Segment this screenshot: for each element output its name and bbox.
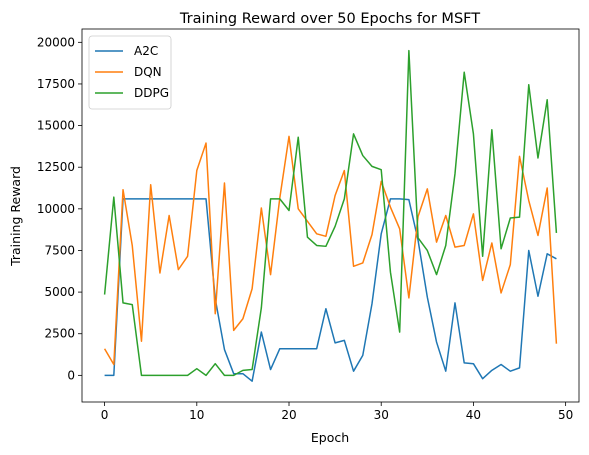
y-tick-label: 17500 [37, 77, 75, 91]
legend: A2C DQN DDPG [88, 35, 172, 110]
x-axis-label: Epoch [311, 430, 349, 445]
y-tick-label: 5000 [44, 285, 75, 299]
plot-lines [103, 49, 558, 382]
x-tick-label: 20 [281, 408, 296, 422]
x-tick-label: 50 [558, 408, 573, 422]
y-tick-label: 2500 [44, 327, 75, 341]
legend-label-ddpg: DDPG [134, 86, 169, 100]
y-axis: 0 2500 5000 7500 10000 12500 15000 17500 20000 [37, 35, 82, 382]
series-line-a2c [104, 198, 557, 382]
y-tick-label: 10000 [37, 202, 75, 216]
y-tick-label: 12500 [37, 160, 75, 174]
x-tick-label: 0 [101, 408, 109, 422]
legend-label-a2c: A2C [134, 44, 158, 58]
series-line-ddpg [103, 49, 558, 377]
y-tick-label: 15000 [37, 119, 75, 133]
legend-label-dqn: DQN [134, 65, 162, 79]
chart-title: Training Reward over 50 Epochs for MSFT [179, 11, 480, 27]
y-tick-label: 20000 [37, 35, 75, 49]
y-tick-label: 7500 [44, 243, 75, 257]
x-tick-label: 30 [374, 408, 389, 422]
y-tick-label: 0 [67, 368, 75, 382]
plot-frame [81, 28, 580, 403]
legend-box [88, 35, 172, 110]
x-tick-label: 40 [466, 408, 481, 422]
y-axis-label: Training Reward [8, 166, 23, 267]
series-line-dqn [103, 135, 558, 366]
x-tick-label: 10 [189, 408, 204, 422]
x-axis: 0 10 20 30 40 50 [101, 402, 573, 422]
